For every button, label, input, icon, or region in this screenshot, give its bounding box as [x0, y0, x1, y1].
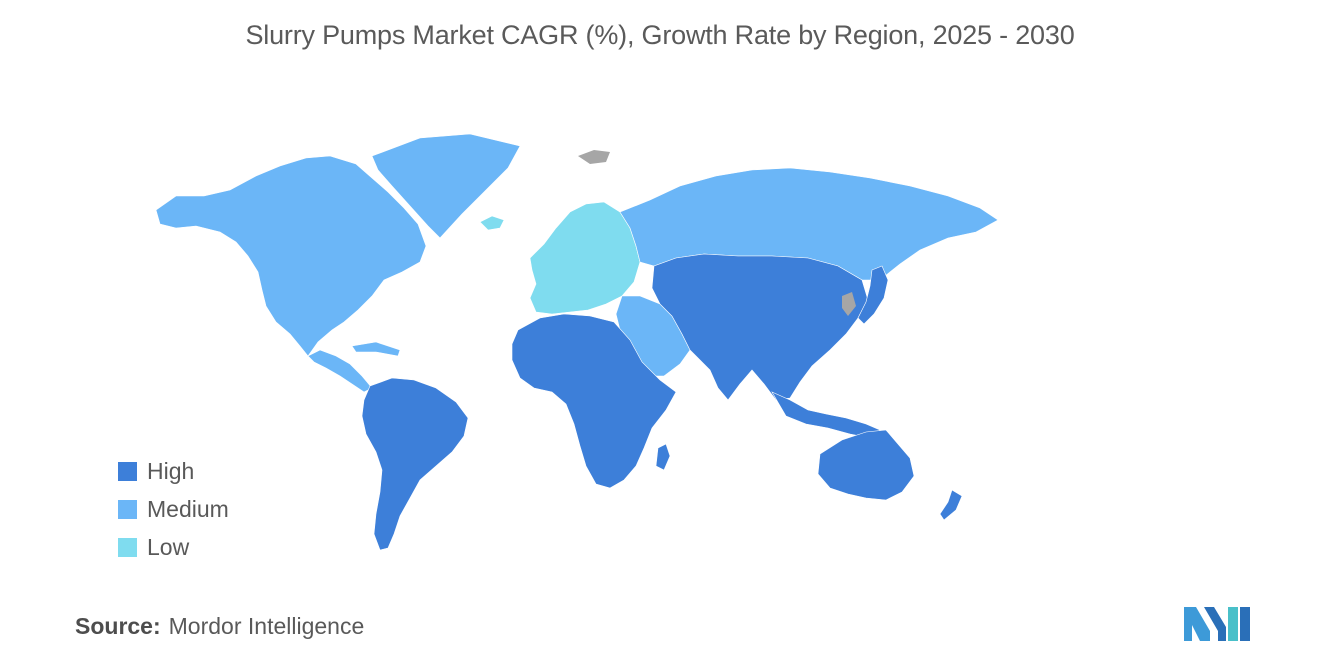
region-korea-no-data: [842, 292, 856, 316]
region-southeast-asia: [771, 391, 881, 439]
region-asia: [651, 253, 869, 401]
region-north-america: [155, 155, 427, 357]
legend-label-low: Low: [147, 533, 190, 560]
source-value: Mordor Intelligence: [168, 613, 365, 639]
region-central-america: [307, 349, 373, 393]
mordor-intelligence-logo-icon: [1184, 607, 1250, 641]
region-iceland: [479, 215, 505, 231]
legend-swatch-high: [118, 461, 137, 481]
chart-title: Slurry Pumps Market CAGR (%), Growth Rat…: [245, 20, 1075, 50]
region-greenland: [371, 133, 521, 239]
region-australia: [817, 429, 915, 501]
region-africa: [511, 313, 677, 489]
legend-label-medium: Medium: [147, 495, 229, 522]
legend-swatch-medium: [118, 499, 137, 519]
source-label: Source:: [75, 613, 161, 639]
legend: High Medium Low: [118, 452, 229, 566]
legend-item-low: Low: [118, 528, 229, 566]
legend-swatch-low: [118, 537, 137, 557]
source-line: Source: Mordor Intelligence: [75, 613, 364, 640]
region-madagascar: [655, 443, 671, 471]
region-svalbard-no-data: [578, 150, 610, 164]
region-europe: [529, 201, 641, 315]
legend-item-high: High: [118, 452, 229, 490]
region-latin-america: [361, 377, 469, 551]
legend-label-high: High: [147, 457, 195, 484]
legend-item-medium: Medium: [118, 490, 229, 528]
region-caribbean: [351, 341, 401, 357]
region-japan: [857, 265, 889, 325]
region-new-zealand: [939, 489, 963, 521]
